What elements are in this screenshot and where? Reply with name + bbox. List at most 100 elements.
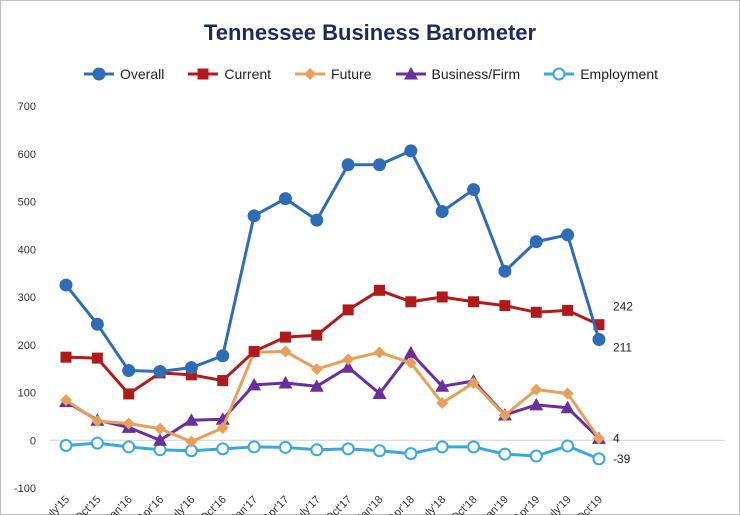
overall-point bbox=[341, 158, 355, 172]
future-point bbox=[373, 346, 386, 359]
current-point bbox=[530, 306, 542, 318]
employment-point bbox=[529, 449, 543, 463]
series-employment bbox=[59, 436, 606, 466]
x-tick-label: Apr'17 bbox=[261, 494, 292, 515]
overall-point bbox=[90, 317, 104, 331]
x-tick-label: Oct'15 bbox=[73, 494, 104, 515]
x-tick-label: July'15 bbox=[40, 494, 72, 515]
future-point bbox=[342, 353, 355, 366]
overall-point bbox=[561, 228, 575, 242]
x-tick-label: July'19 bbox=[541, 494, 573, 515]
y-tick-label: 700 bbox=[18, 101, 36, 113]
business-firm-point bbox=[372, 386, 387, 399]
employment-point bbox=[278, 440, 292, 454]
current-point bbox=[248, 345, 260, 357]
employment-point bbox=[59, 439, 73, 453]
employment-point bbox=[90, 436, 104, 450]
overall-point bbox=[435, 205, 449, 219]
x-tick-label: Apr'19 bbox=[512, 494, 543, 515]
legend-item-future: Future bbox=[293, 66, 372, 82]
x-tick-label: Jan'19 bbox=[480, 494, 511, 515]
series-future bbox=[60, 345, 605, 448]
overall-point bbox=[122, 364, 136, 378]
business-firm-point bbox=[309, 379, 324, 392]
business-firm-point bbox=[184, 413, 199, 426]
current-point bbox=[342, 304, 354, 316]
current-point bbox=[405, 296, 417, 308]
legend-label: Current bbox=[224, 66, 272, 82]
current-point bbox=[311, 329, 323, 341]
x-tick-label: July'16 bbox=[165, 494, 197, 515]
future-point bbox=[279, 345, 292, 358]
employment-point bbox=[561, 439, 575, 453]
x-tick-label: Oct'19 bbox=[574, 494, 605, 515]
overall-point bbox=[592, 332, 606, 346]
x-tick-label: Oct'17 bbox=[324, 494, 355, 515]
y-tick-label: 200 bbox=[18, 340, 36, 352]
overall-point bbox=[153, 364, 167, 378]
y-tick-label: 400 bbox=[18, 244, 36, 256]
future-legend-marker bbox=[295, 68, 326, 80]
employment-point bbox=[216, 442, 230, 456]
y-tick-label: 500 bbox=[18, 197, 36, 209]
future-point bbox=[561, 387, 574, 400]
x-tick-label: Apr'16 bbox=[135, 494, 166, 515]
business-firm-point bbox=[247, 377, 262, 391]
future-point bbox=[310, 363, 323, 376]
business-firm-point bbox=[529, 397, 544, 411]
legend-item-current: Current bbox=[186, 66, 271, 82]
employment-point bbox=[373, 444, 386, 458]
x-tick-label: Apr'18 bbox=[386, 494, 417, 515]
future-point bbox=[216, 421, 229, 434]
future-line bbox=[65, 349, 601, 444]
current-point bbox=[60, 351, 72, 363]
overall-point bbox=[184, 361, 198, 375]
chart-title: Tennessee Business Barometer bbox=[203, 20, 537, 45]
employment-legend-marker bbox=[544, 67, 575, 81]
future-point bbox=[498, 409, 511, 422]
business-firm-point bbox=[341, 360, 356, 373]
legend-item-business-firm: Business/Firm bbox=[394, 66, 520, 82]
x-tick-label: Jan'16 bbox=[104, 494, 135, 515]
end-label: -39 bbox=[613, 452, 631, 466]
business-firm-point bbox=[278, 375, 293, 389]
current-point bbox=[436, 291, 448, 303]
series-current bbox=[60, 284, 605, 400]
legend-label: Overall bbox=[119, 66, 165, 82]
overall-line bbox=[64, 149, 601, 373]
overall-point bbox=[310, 213, 324, 227]
y-tick-label: -100 bbox=[14, 483, 36, 495]
employment-point bbox=[467, 440, 481, 454]
x-tick-label: July'18 bbox=[416, 494, 448, 515]
business-firm-point bbox=[560, 400, 575, 414]
y-tick-label: 0 bbox=[30, 435, 36, 447]
current-legend-symbol bbox=[197, 68, 209, 80]
overall-point bbox=[529, 235, 543, 249]
legend-item-overall: Overall bbox=[82, 66, 164, 82]
overall-point bbox=[373, 158, 386, 172]
employment-point bbox=[153, 443, 167, 457]
business-firm-point bbox=[403, 345, 418, 359]
current-point bbox=[374, 284, 385, 296]
current-point bbox=[468, 296, 480, 308]
future-point bbox=[404, 356, 417, 369]
current-point bbox=[593, 319, 605, 331]
series-overall bbox=[59, 144, 606, 378]
end-labels: 242 211 4 -39 bbox=[613, 300, 633, 466]
business-firm-legend-marker bbox=[395, 67, 426, 80]
future-point bbox=[530, 383, 543, 396]
employment-line bbox=[65, 441, 600, 461]
business-firm-legend-symbol bbox=[403, 67, 418, 80]
overall-point bbox=[467, 183, 481, 197]
future-point bbox=[467, 376, 480, 389]
overall-legend-marker bbox=[83, 67, 114, 81]
current-point bbox=[562, 304, 574, 316]
employment-point bbox=[498, 447, 512, 461]
future-point bbox=[91, 415, 104, 428]
future-point bbox=[436, 397, 449, 410]
x-tick-label: Oct'16 bbox=[198, 494, 229, 515]
legend-label: Employment bbox=[580, 66, 658, 82]
employment-point bbox=[122, 440, 136, 454]
